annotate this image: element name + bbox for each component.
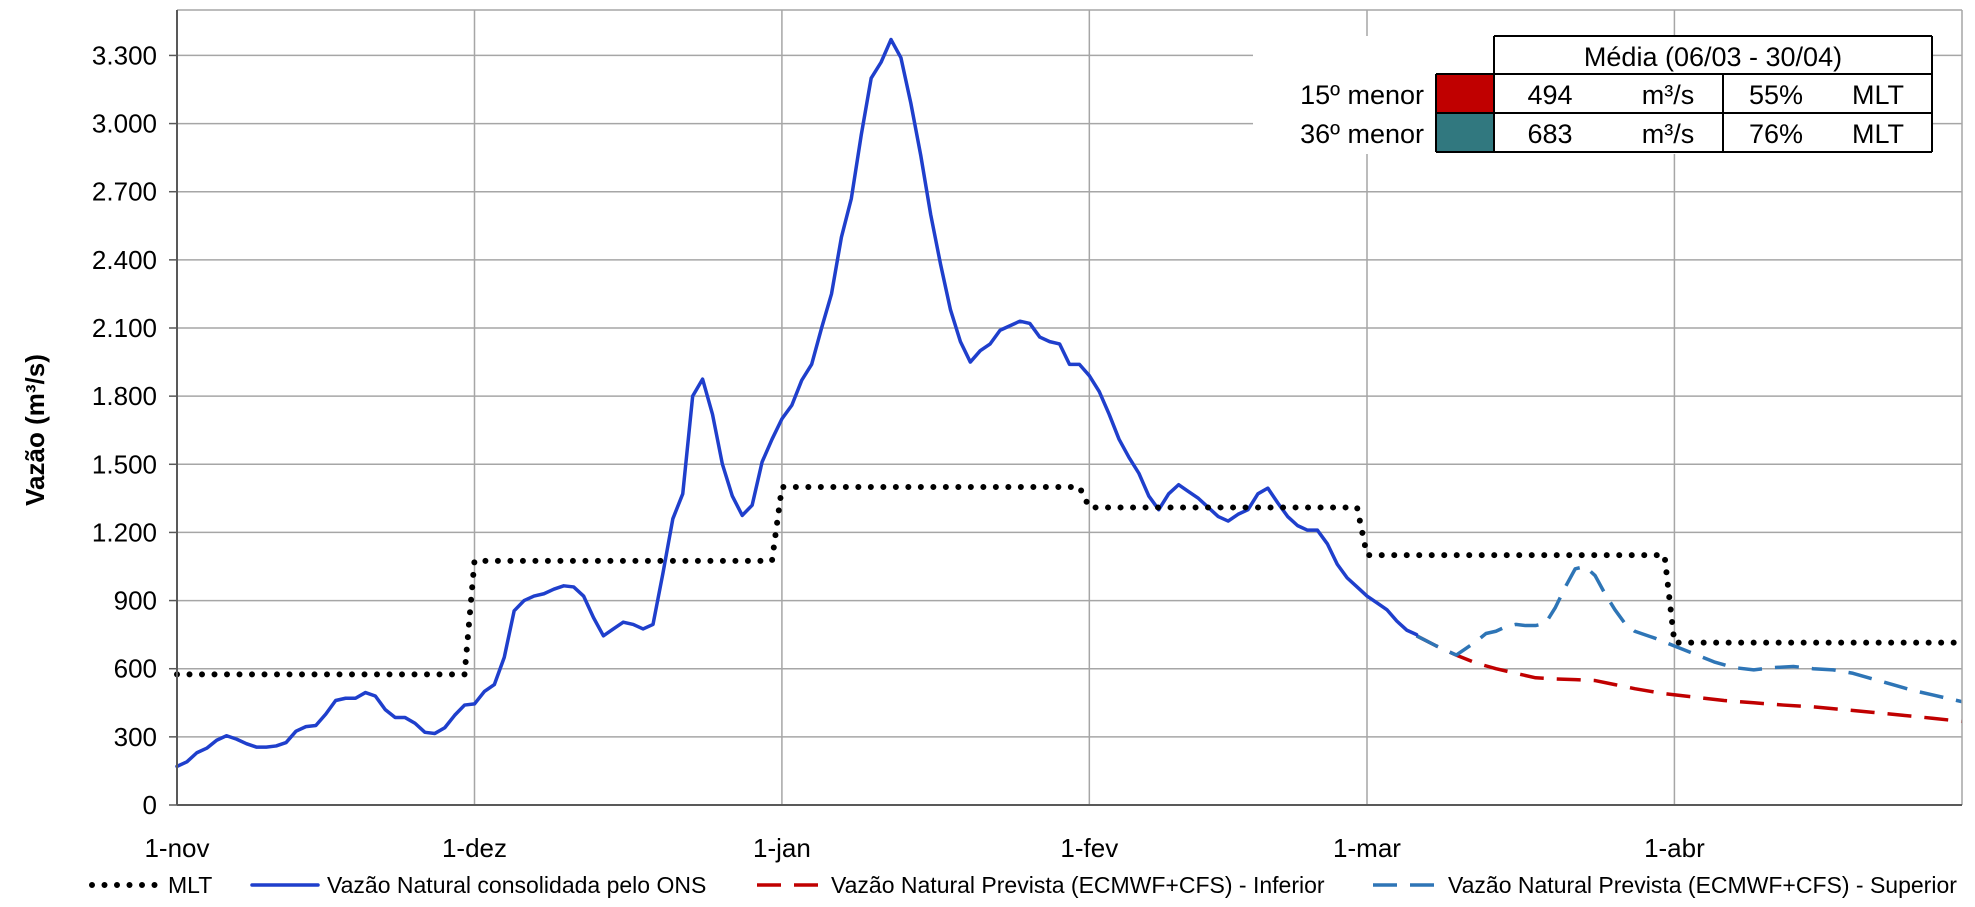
legend-label-2: Vazão Natural Prevista (ECMWF+CFS) - Inf… [831,872,1325,898]
info-table: Média (06/03 - 30/04) 15º menor 494 m³/s 55%… [1253,35,1933,154]
series-layer [174,37,1965,769]
x-tick-label: 1-fev [1060,833,1118,863]
info-row-label: 15º menor [1300,80,1424,110]
legend-label-3: Vazão Natural Prevista (ECMWF+CFS) - Sup… [1448,872,1957,898]
y-tick-label: 3.000 [92,109,157,139]
info-table-header: Média (06/03 - 30/04) [1584,42,1842,72]
y-tick-label: 3.300 [92,40,157,70]
y-tick-label: 1.800 [92,381,157,411]
legend-label-1: Vazão Natural consolidada pelo ONS [327,872,706,898]
series-line-2 [1415,634,1963,724]
y-tick-label: 900 [114,586,157,616]
y-tick-label: 2.100 [92,313,157,343]
info-row-percent: 55% [1749,80,1803,110]
info-row-label: 36º menor [1300,119,1424,149]
y-tick-label: 300 [114,722,157,752]
info-row-reference: MLT [1852,119,1904,149]
y-tick-label: 0 [143,790,157,820]
x-tick-label: 1-abr [1644,833,1705,863]
y-tick-label: 1.500 [92,449,157,479]
series-line-0 [174,484,1965,678]
x-tick-labels: 1-nov 1-dez 1-jan 1-fev 1-mar 1-abr [144,833,1705,863]
legend-label-0: MLT [168,872,212,898]
y-tick-labels: 0 300 600 900 1.200 1.500 1.800 2.100 2.400 2.700… [92,40,157,820]
info-row-reference: MLT [1852,80,1904,110]
x-tick-label: 1-nov [144,833,209,863]
axes [169,9,1963,806]
info-row-swatch [1437,114,1493,151]
x-tick-label: 1-mar [1333,833,1401,863]
x-tick-label: 1-jan [753,833,811,863]
info-row-value: 683 [1527,119,1572,149]
series-line-3 [1415,564,1963,704]
info-row-swatch [1437,75,1493,112]
info-row-unit: m³/s [1642,119,1694,149]
info-table-background [1253,36,1933,154]
legend: MLT Vazão Natural consolidada pelo ONS Vaz… [89,872,1957,898]
y-axis-title: Vazão (m³/s) [20,354,50,506]
info-row-unit: m³/s [1642,80,1694,110]
x-tick-label: 1-dez [442,833,507,863]
y-tick-label: 2.700 [92,177,157,207]
y-tick-label: 2.400 [92,245,157,275]
y-tick-label: 600 [114,654,157,684]
info-row-value: 494 [1527,80,1572,110]
y-tick-label: 1.200 [92,517,157,547]
info-row-percent: 76% [1749,119,1803,149]
